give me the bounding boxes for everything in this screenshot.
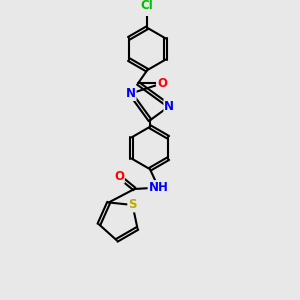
Text: S: S: [128, 199, 137, 212]
Text: Cl: Cl: [141, 0, 154, 12]
Text: N: N: [164, 100, 174, 113]
Text: NH: NH: [148, 181, 168, 194]
Text: O: O: [114, 170, 124, 183]
Text: N: N: [126, 87, 136, 100]
Text: O: O: [157, 77, 167, 90]
